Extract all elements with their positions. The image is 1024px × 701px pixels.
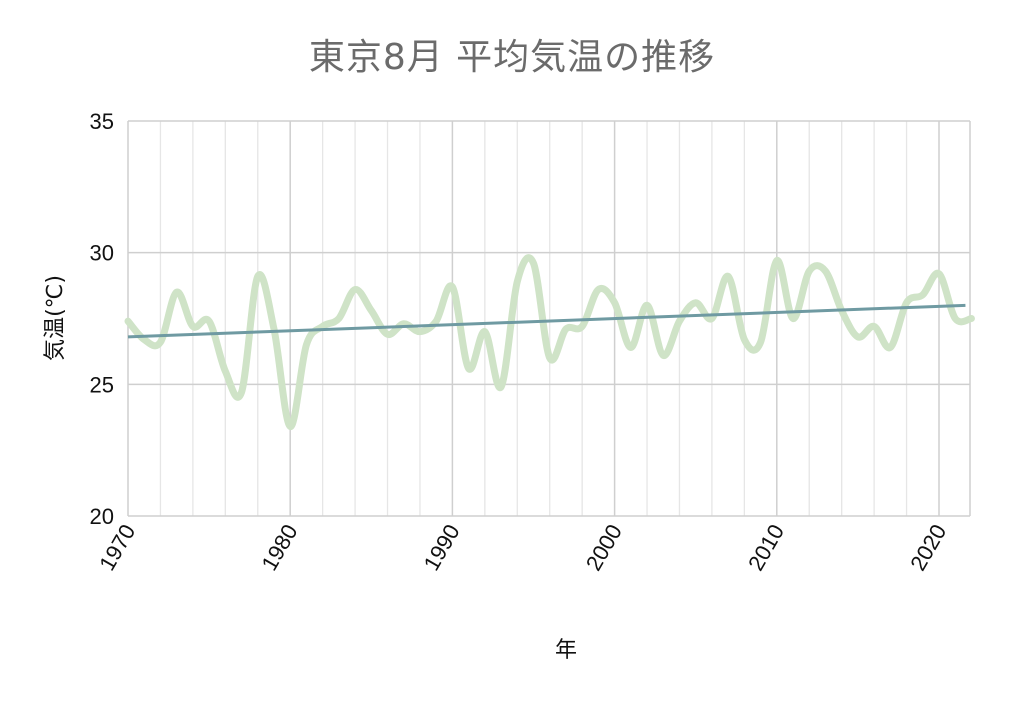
temperature-series-line: [124, 254, 975, 430]
x-tick-label: 1990: [419, 520, 465, 575]
x-tick-label: 2010: [743, 520, 789, 575]
chart-title: 東京8月 平均気温の推移: [308, 37, 716, 78]
x-tick-label: 2000: [581, 520, 627, 575]
y-tick-label: 30: [90, 241, 114, 266]
x-axis-label: 年: [555, 638, 577, 663]
x-axis-ticks: 1970 1980 1990 2000 2010 2020: [94, 520, 951, 575]
x-tick-label: 1980: [256, 520, 302, 575]
y-tick-label: 35: [90, 109, 114, 134]
x-tick-label: 2020: [905, 520, 951, 575]
y-axis-label: 気温(℃): [43, 275, 68, 361]
y-tick-label: 25: [90, 372, 114, 397]
y-tick-label: 20: [90, 504, 114, 529]
trend-line: [127, 303, 966, 339]
y-axis-ticks: 20 25 30 35: [90, 109, 114, 529]
